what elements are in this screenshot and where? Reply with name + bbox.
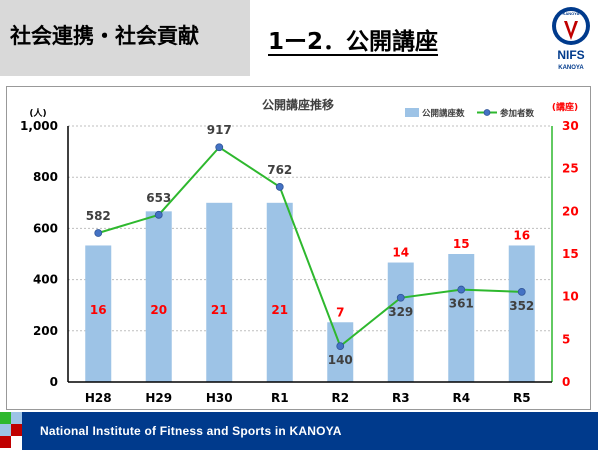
legend-swatch-bars xyxy=(405,108,419,117)
right-axis-unit: (講座) xyxy=(552,101,578,113)
courses-data-label: 7 xyxy=(336,305,344,319)
right-axis-tick-label: 25 xyxy=(562,162,579,176)
x-axis-tick-label: R5 xyxy=(513,391,531,405)
x-axis-tick-label: H28 xyxy=(85,391,112,405)
bar xyxy=(508,245,535,382)
footer-square-red-2 xyxy=(0,436,11,448)
participants-data-label: 329 xyxy=(388,305,413,319)
legend-label-line: 参加者数 xyxy=(500,108,535,119)
participants-marker xyxy=(154,210,163,219)
bar xyxy=(85,245,112,382)
participants-marker xyxy=(396,293,405,302)
participants-line xyxy=(97,145,522,348)
logo-seal-text: KANOYA xyxy=(563,11,580,16)
logo-subtext: KANOYA xyxy=(558,65,584,71)
legend-swatch-marker xyxy=(483,109,491,116)
legend-label-bars: 公開講座数 xyxy=(422,108,465,119)
right-axis-tick-label: 20 xyxy=(562,204,579,218)
right-axis-tick-label: 15 xyxy=(562,247,579,261)
participants-data-label: 762 xyxy=(267,163,292,177)
participants-data-label: 361 xyxy=(449,297,474,311)
section-tag-label: 社会連携・社会貢献 xyxy=(10,24,199,48)
x-axis-tick-label: R1 xyxy=(271,391,289,405)
courses-data-label: 16 xyxy=(90,303,107,317)
right-axis-tick-label: 10 xyxy=(562,290,579,304)
slide-title: 1ー2．公開講座 xyxy=(268,29,439,55)
left-axis-tick-label: 600 xyxy=(33,221,58,235)
courses-data-label: 14 xyxy=(392,246,409,260)
participants-marker xyxy=(517,287,526,296)
logo-v-mark xyxy=(564,21,578,40)
participants-marker xyxy=(94,229,103,237)
right-axis-tick-label: 5 xyxy=(562,332,570,346)
footer-square-blue xyxy=(0,424,11,436)
footer-text: National Institute of Fitness and Sports… xyxy=(40,424,342,438)
bar xyxy=(206,202,233,382)
x-axis-tick-label: H29 xyxy=(145,391,172,405)
bar xyxy=(145,211,172,382)
courses-data-label: 16 xyxy=(513,228,530,242)
courses-data-label: 21 xyxy=(211,303,228,317)
courses-data-label: 15 xyxy=(453,237,470,251)
participants-data-label: 582 xyxy=(86,209,111,223)
courses-data-label: 20 xyxy=(150,303,167,317)
left-axis-tick-label: 800 xyxy=(33,170,58,184)
left-axis-tick-label: 1,000 xyxy=(20,119,58,133)
legend: 公開講座数 参加者数 xyxy=(405,108,535,119)
participants-data-label: 917 xyxy=(207,123,232,137)
x-axis-tick-label: H30 xyxy=(206,391,233,405)
footer-square-lightblue xyxy=(11,412,22,424)
participants-marker xyxy=(457,285,466,294)
x-axis-tick-label: R3 xyxy=(392,391,410,405)
left-axis-tick-label: 200 xyxy=(33,324,58,338)
chart-title: 公開講座推移 xyxy=(262,97,334,112)
logo-seal-inner xyxy=(556,11,586,41)
right-axis-tick-label: 0 xyxy=(562,375,570,389)
nifs-logo: KANOYA NIFS KANOYA xyxy=(552,7,590,71)
bar xyxy=(266,202,293,382)
bar xyxy=(387,262,414,382)
participants-marker xyxy=(215,143,224,152)
footer-square-red xyxy=(11,424,22,436)
logo-text: NIFS xyxy=(557,48,584,62)
participants-marker xyxy=(275,183,284,191)
left-axis-tick-label: 0 xyxy=(50,375,58,389)
left-axis-unit: (人) xyxy=(29,107,46,119)
section-tag: 社会連携・社会貢献 xyxy=(0,0,250,76)
footer: National Institute of Fitness and Sports… xyxy=(0,412,598,450)
footer-bar xyxy=(22,412,598,450)
footer-square-green xyxy=(0,412,11,424)
right-axis-tick-label: 30 xyxy=(562,119,579,133)
x-axis-tick-label: R2 xyxy=(331,391,349,405)
participants-data-label: 653 xyxy=(146,191,171,205)
bar xyxy=(448,254,475,382)
x-axis-tick-label: R4 xyxy=(452,391,470,405)
courses-data-label: 21 xyxy=(271,303,288,317)
bar xyxy=(327,322,354,382)
left-axis-tick-label: 400 xyxy=(33,273,58,287)
participants-data-label: 352 xyxy=(509,299,534,313)
participants-marker xyxy=(336,342,345,351)
participants-data-label: 140 xyxy=(328,353,353,367)
